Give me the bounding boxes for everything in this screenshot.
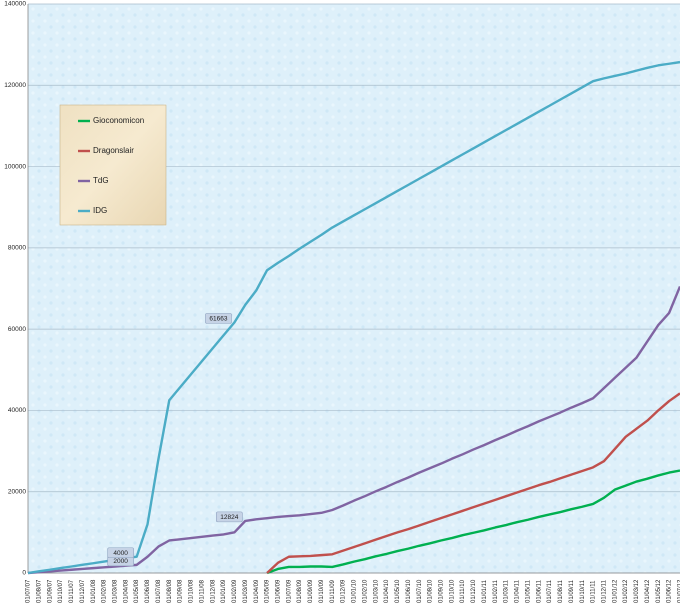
y-tick-label: 60000 [8, 326, 26, 333]
x-tick-label: 01/10/08 [189, 579, 195, 603]
x-tick-label: 01/01/12 [612, 579, 618, 603]
x-tick-label: 01/07/07 [26, 579, 32, 603]
x-tick-label: 01/06/12 [667, 579, 673, 603]
x-tick-label: 01/03/09 [243, 579, 249, 603]
x-tick-label: 01/02/12 [623, 579, 629, 603]
x-tick-label: 01/06/09 [276, 579, 282, 603]
x-tick-label: 01/05/12 [656, 579, 662, 603]
x-tick-label: 01/03/11 [504, 579, 510, 603]
x-tick-label: 01/03/10 [373, 579, 379, 603]
y-tick-label: 140000 [4, 1, 26, 8]
x-tick-label: 01/04/08 [123, 579, 129, 603]
x-tick-label: 01/07/12 [678, 579, 680, 603]
y-tick-label: 20000 [8, 488, 26, 495]
x-tick-label: 01/09/10 [439, 579, 445, 603]
y-tick-label: 40000 [8, 407, 26, 414]
y-tick-label: 120000 [4, 82, 26, 89]
x-tick-label: 01/02/11 [493, 579, 499, 603]
x-tick-label: 01/04/11 [515, 579, 521, 603]
x-tick-label: 01/07/08 [156, 579, 162, 603]
x-tick-label: 01/10/11 [580, 579, 586, 603]
data-label-box [205, 313, 232, 324]
data-label: 12824 [220, 514, 238, 521]
x-tick-label: 01/12/08 [210, 579, 216, 603]
series-line [266, 469, 680, 575]
data-label-box [216, 511, 243, 523]
series-line [27, 60, 680, 575]
legend-label: TdG [93, 176, 109, 185]
series-line [27, 286, 680, 575]
x-tick-label: 01/10/09 [319, 579, 325, 603]
x-tick-label: 01/08/10 [428, 579, 434, 603]
x-tick-label: 01/12/09 [341, 579, 347, 603]
x-tick-label: 01/06/11 [536, 579, 542, 603]
x-tick-label: 01/02/10 [362, 579, 368, 603]
x-tick-label: 01/09/08 [178, 579, 184, 603]
x-tick-label: 01/05/10 [395, 579, 401, 603]
x-tick-label: 01/07/10 [417, 579, 423, 603]
x-tick-label: 01/08/11 [558, 579, 564, 603]
x-tick-label: 01/09/07 [47, 579, 53, 603]
plot-area [28, 4, 680, 573]
x-tick-label: 01/06/08 [145, 579, 151, 603]
x-tick-label: 01/11/10 [460, 579, 466, 603]
y-tick-label: 0 [22, 570, 26, 577]
x-tick-label: 01/01/09 [221, 579, 227, 603]
x-tick-label: 01/04/12 [645, 579, 651, 603]
x-tick-label: 01/02/09 [232, 579, 238, 603]
x-tick-label: 01/04/10 [384, 579, 390, 603]
x-tick-label: 01/09/11 [569, 579, 575, 603]
legend-box [59, 104, 167, 226]
x-tick-label: 01/01/08 [91, 579, 97, 603]
data-label: 4000 [113, 550, 128, 557]
y-tick-label: 100000 [4, 163, 26, 170]
legend-label: IDG [93, 206, 107, 215]
x-tick-label: 01/12/11 [602, 579, 608, 603]
x-tick-label: 01/11/11 [591, 580, 597, 603]
data-label: 2000 [113, 558, 128, 565]
x-tick-label: 01/05/08 [134, 579, 140, 603]
x-tick-label: 01/05/11 [525, 579, 531, 603]
x-tick-label: 01/01/11 [482, 579, 488, 603]
x-tick-label: 01/01/10 [352, 579, 358, 603]
x-tick-label: 01/10/07 [58, 579, 64, 603]
data-label-box [107, 547, 134, 559]
y-tick-label: 80000 [8, 245, 26, 252]
x-tick-label: 01/05/09 [265, 579, 271, 603]
x-tick-label: 01/08/07 [36, 579, 42, 603]
legend-label: Gioconomicon [93, 116, 144, 125]
x-tick-label: 01/11/09 [330, 579, 336, 603]
x-tick-label: 01/02/08 [102, 579, 108, 603]
legend-label: Dragonslair [93, 146, 134, 155]
x-tick-label: 01/12/07 [80, 579, 86, 603]
x-tick-label: 01/07/11 [547, 579, 553, 603]
x-tick-label: 01/10/10 [449, 579, 455, 603]
x-tick-label: 01/08/08 [167, 579, 173, 603]
x-tick-label: 01/11/08 [199, 579, 205, 603]
x-tick-label: 01/12/10 [471, 579, 477, 603]
x-tick-label: 01/03/08 [113, 579, 119, 603]
x-tick-label: 01/03/12 [634, 579, 640, 603]
x-tick-label: 01/08/09 [297, 579, 303, 603]
x-tick-label: 01/07/09 [286, 579, 292, 603]
x-tick-label: 01/09/09 [308, 579, 314, 603]
x-tick-label: 01/11/07 [69, 579, 75, 603]
x-tick-label: 01/06/10 [406, 579, 412, 603]
x-tick-label: 01/04/09 [254, 579, 260, 603]
data-label: 61663 [209, 316, 227, 323]
series-line [266, 392, 680, 574]
